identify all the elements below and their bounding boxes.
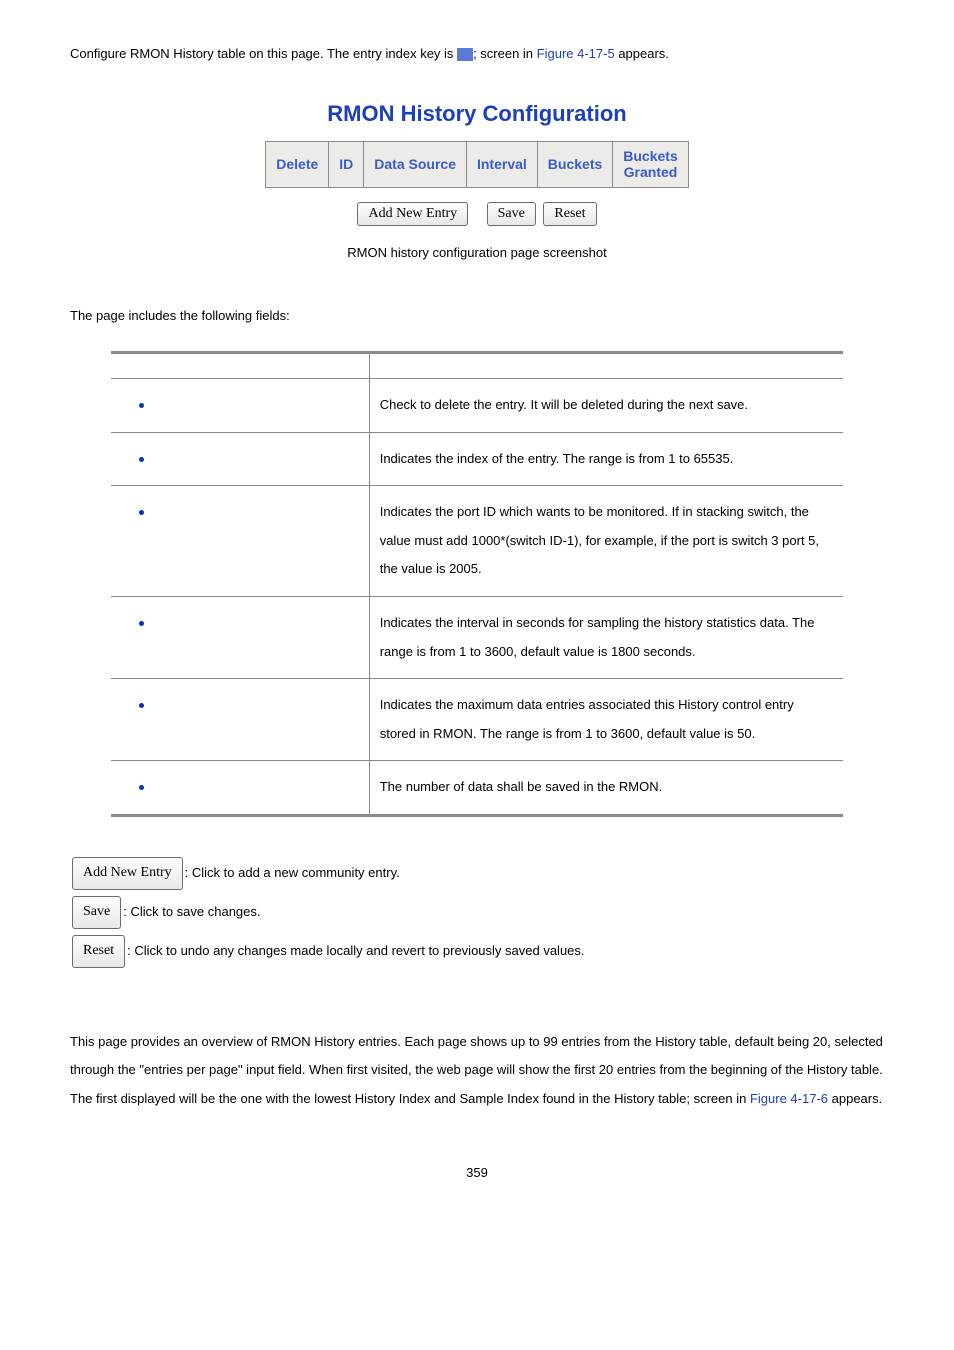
page-number: 359 xyxy=(70,1164,884,1182)
save-button-inline[interactable]: Save xyxy=(72,896,121,929)
table-row: Indicates the interval in seconds for sa… xyxy=(111,596,844,678)
bullet-icon xyxy=(139,403,144,408)
intro-mid: ; screen in xyxy=(473,46,537,61)
fields-header-row xyxy=(111,352,844,378)
config-button-row: Add New Entry Save Reset xyxy=(70,202,884,227)
fields-header-description xyxy=(369,352,843,378)
add-entry-desc-line: Add New Entry: Click to add a new commun… xyxy=(70,857,884,890)
save-desc: : Click to save changes. xyxy=(123,904,260,919)
col-datasource: Data Source xyxy=(364,142,467,187)
field-id-desc: Indicates the index of the entry. The ra… xyxy=(369,432,843,486)
bullet-icon xyxy=(139,621,144,626)
add-new-entry-button-inline[interactable]: Add New Entry xyxy=(72,857,183,890)
intro-prefix: Configure RMON History table on this pag… xyxy=(70,46,457,61)
table-row: The number of data shall be saved in the… xyxy=(111,761,844,816)
key-box-icon xyxy=(457,48,473,61)
table-row: Indicates the index of the entry. The ra… xyxy=(111,432,844,486)
reset-button-inline[interactable]: Reset xyxy=(72,935,125,968)
save-desc-line: Save: Click to save changes. xyxy=(70,896,884,929)
field-datasource-desc: Indicates the port ID which wants to be … xyxy=(369,486,843,597)
bullet-icon xyxy=(139,510,144,515)
figure-4-17-5-link[interactable]: Figure 4-17-5 xyxy=(537,46,615,61)
overview-text-b: appears. xyxy=(828,1091,882,1106)
intro-suffix: appears. xyxy=(615,46,669,61)
add-new-entry-button[interactable]: Add New Entry xyxy=(357,202,468,227)
config-header-table: Delete ID Data Source Interval Buckets B… xyxy=(265,141,688,187)
table-row: Check to delete the entry. It will be de… xyxy=(111,378,844,432)
screenshot-caption: RMON history configuration page screensh… xyxy=(70,244,884,262)
field-delete-desc: Check to delete the entry. It will be de… xyxy=(369,378,843,432)
intro-paragraph: Configure RMON History table on this pag… xyxy=(70,40,884,69)
fields-header-object xyxy=(111,352,370,378)
col-id: ID xyxy=(329,142,364,187)
figure-4-17-6-link[interactable]: Figure 4-17-6 xyxy=(750,1091,828,1106)
col-delete: Delete xyxy=(266,142,329,187)
add-entry-desc: : Click to add a new community entry. xyxy=(185,865,400,880)
reset-desc: : Click to undo any changes made locally… xyxy=(127,943,584,958)
fields-table: Check to delete the entry. It will be de… xyxy=(111,351,844,817)
field-buckets-desc: Indicates the maximum data entries assoc… xyxy=(369,679,843,761)
col-buckets: Buckets xyxy=(537,142,612,187)
bullet-icon xyxy=(139,457,144,462)
bullet-icon xyxy=(139,785,144,790)
field-interval-desc: Indicates the interval in seconds for sa… xyxy=(369,596,843,678)
rmon-history-config-heading: RMON History Configuration xyxy=(70,99,884,130)
field-buckets-granted-desc: The number of data shall be saved in the… xyxy=(369,761,843,816)
table-row: Indicates the maximum data entries assoc… xyxy=(111,679,844,761)
col-buckets-granted-l1: Buckets xyxy=(623,148,677,164)
table-row: Indicates the port ID which wants to be … xyxy=(111,486,844,597)
config-table-wrap: Delete ID Data Source Interval Buckets B… xyxy=(70,141,884,187)
reset-desc-line: Reset: Click to undo any changes made lo… xyxy=(70,935,884,968)
col-buckets-granted-l2: Granted xyxy=(624,164,678,180)
save-button[interactable]: Save xyxy=(487,202,536,227)
reset-button[interactable]: Reset xyxy=(543,202,596,227)
overview-paragraph: This page provides an overview of RMON H… xyxy=(70,1028,884,1114)
col-buckets-granted: Buckets Granted xyxy=(613,142,688,187)
fields-lead: The page includes the following fields: xyxy=(70,302,884,331)
col-interval: Interval xyxy=(466,142,537,187)
bullet-icon xyxy=(139,703,144,708)
